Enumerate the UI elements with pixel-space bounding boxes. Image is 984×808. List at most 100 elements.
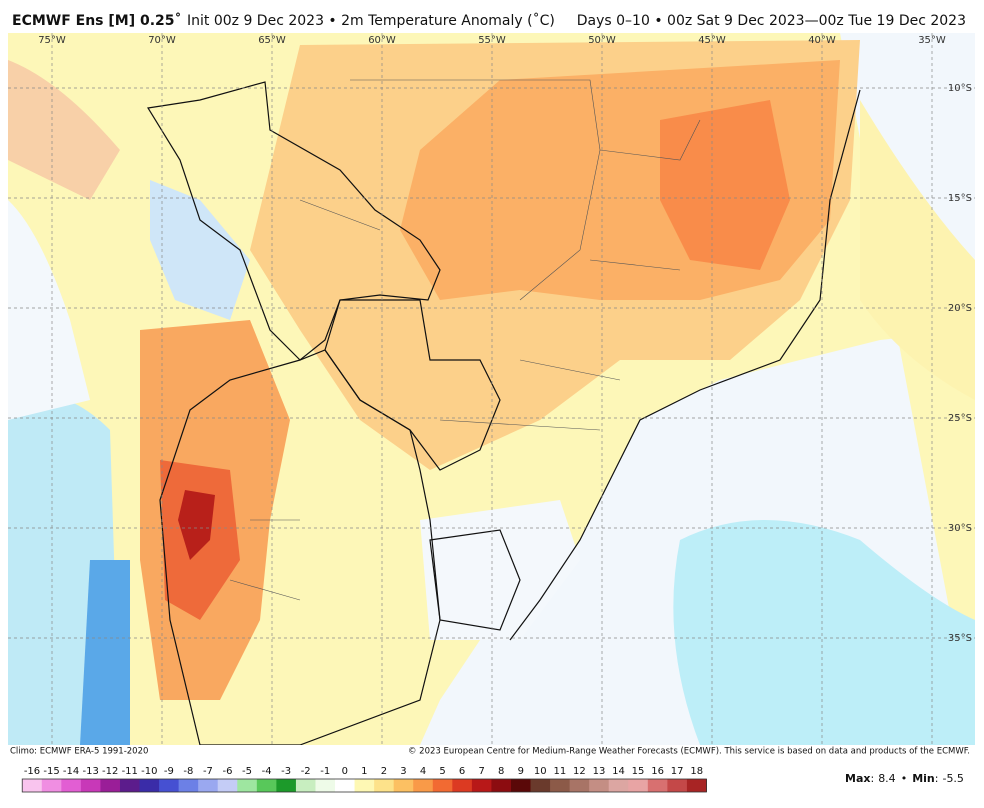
lon-label: 65°W	[258, 35, 286, 46]
lat-label: 35°S	[948, 633, 972, 644]
colorbar-swatch	[100, 779, 121, 792]
min-label: Min	[912, 772, 935, 785]
colorbar-swatch	[80, 779, 101, 792]
colorbar-label: -5	[242, 766, 252, 777]
colorbar-swatch	[510, 779, 532, 792]
colorbar-swatch	[608, 779, 629, 792]
colorbar-swatch	[61, 779, 82, 792]
colorbar-swatch	[276, 779, 297, 792]
colorbar-swatch	[432, 779, 453, 792]
colon: :	[935, 772, 939, 785]
colorbar-swatch	[589, 779, 610, 792]
min: -5.5	[942, 772, 963, 785]
cool-altiplano	[150, 180, 250, 320]
andes-hotspot	[178, 490, 215, 560]
sep: •	[901, 772, 908, 785]
lat-label: 10°S	[948, 83, 972, 94]
colorbar-label: 10	[534, 766, 547, 777]
colorbar-swatch	[295, 779, 316, 792]
colorbar-label: 5	[439, 766, 445, 777]
colorbar-label: -6	[223, 766, 233, 777]
lat-label: 25°S	[948, 413, 972, 424]
colorbar-label: -13	[82, 766, 98, 777]
colorbar-swatch	[667, 779, 688, 792]
border	[147, 81, 441, 361]
lon-label: 60°W	[368, 35, 396, 46]
colorbar-swatch	[550, 779, 571, 792]
lon-label: 75°W	[38, 35, 66, 46]
colorbar-label: 15	[632, 766, 645, 777]
colorbar-swatch	[217, 779, 238, 792]
colorbar-label: 3	[400, 766, 406, 777]
colorbar-label: 14	[612, 766, 625, 777]
colorbar-label: 18	[690, 766, 703, 777]
colorbar-label: 17	[671, 766, 684, 777]
header: ECMWF Ens [M] 0.25˚ Init 00z 9 Dec 2023 …	[12, 12, 966, 29]
colorbar-swatch	[335, 779, 356, 792]
colorbar-label: 0	[342, 766, 348, 777]
colorbar-label: -9	[164, 766, 174, 777]
colorbar-swatch	[491, 779, 512, 792]
lon-label: 55°W	[478, 35, 506, 46]
colorbar-label: 8	[498, 766, 504, 777]
colorbar-swatch	[119, 779, 141, 792]
lat-label: 30°S	[948, 523, 972, 534]
colorbar-label: -4	[262, 766, 272, 777]
max: 8.4	[878, 772, 896, 785]
colorbar-swatch	[413, 779, 434, 792]
colorbar-label: -1	[320, 766, 330, 777]
colorbar-label: 16	[651, 766, 664, 777]
colorbar-label: -10	[141, 766, 157, 777]
cool-ocean	[673, 520, 975, 745]
warm-ocean	[860, 100, 975, 400]
period: Days 0–10 • 00z Sat 9 Dec 2023—00z Tue 1…	[577, 13, 966, 29]
hot-region	[660, 100, 790, 270]
border	[429, 529, 521, 631]
colorbar-swatch	[686, 779, 707, 792]
colorbar-swatch	[471, 779, 492, 792]
colorbar-swatch	[569, 779, 590, 792]
lat-label: 20°S	[948, 303, 972, 314]
map	[8, 33, 975, 745]
colorbar-swatch	[393, 779, 414, 792]
uruguay-pale	[420, 500, 580, 640]
colorbar-swatch	[354, 779, 375, 792]
colorbar-swatch	[530, 779, 551, 792]
andes-north	[8, 60, 120, 200]
colorbar-label: 9	[518, 766, 524, 777]
colorbar-label: -11	[122, 766, 138, 777]
colorbar-swatch	[22, 779, 43, 792]
colorbar-label: -8	[183, 766, 193, 777]
colorbar-label: -14	[63, 766, 79, 777]
colon: :	[870, 772, 874, 785]
colorbar-label: -2	[301, 766, 311, 777]
colorbar-label: -15	[43, 766, 59, 777]
colorbar-label: 2	[381, 766, 387, 777]
internal-border	[229, 79, 701, 601]
border	[159, 349, 441, 745]
colorbar-label: 4	[420, 766, 426, 777]
colorbar-label: 13	[593, 766, 606, 777]
colorbar-label: 7	[478, 766, 484, 777]
colorbar-swatch	[256, 779, 277, 792]
lon-label: 50°W	[588, 35, 616, 46]
colorbar-frame	[21, 778, 707, 793]
colorbar-swatch	[647, 779, 668, 792]
lon-label: 45°W	[698, 35, 726, 46]
coast	[509, 89, 861, 641]
colorbar-swatch	[237, 779, 258, 792]
climo: Climo: ECMWF ERA-5 1991-2020	[10, 747, 148, 757]
footer: Climo: ECMWF ERA-5 1991-2020 © 2023 Euro…	[10, 747, 970, 786]
colorbar-swatch	[374, 779, 395, 792]
cool-chile	[80, 560, 130, 745]
colorbar-swatch	[315, 779, 336, 792]
colorbar-label: 6	[459, 766, 465, 777]
colorbar-swatch	[139, 779, 160, 792]
colorbar-label: 1	[361, 766, 367, 777]
max-label: Max	[845, 772, 870, 785]
lon-label: 70°W	[148, 35, 176, 46]
copyright: © 2023 European Centre for Medium-Range …	[408, 747, 970, 757]
colorbar-swatch	[198, 779, 219, 792]
